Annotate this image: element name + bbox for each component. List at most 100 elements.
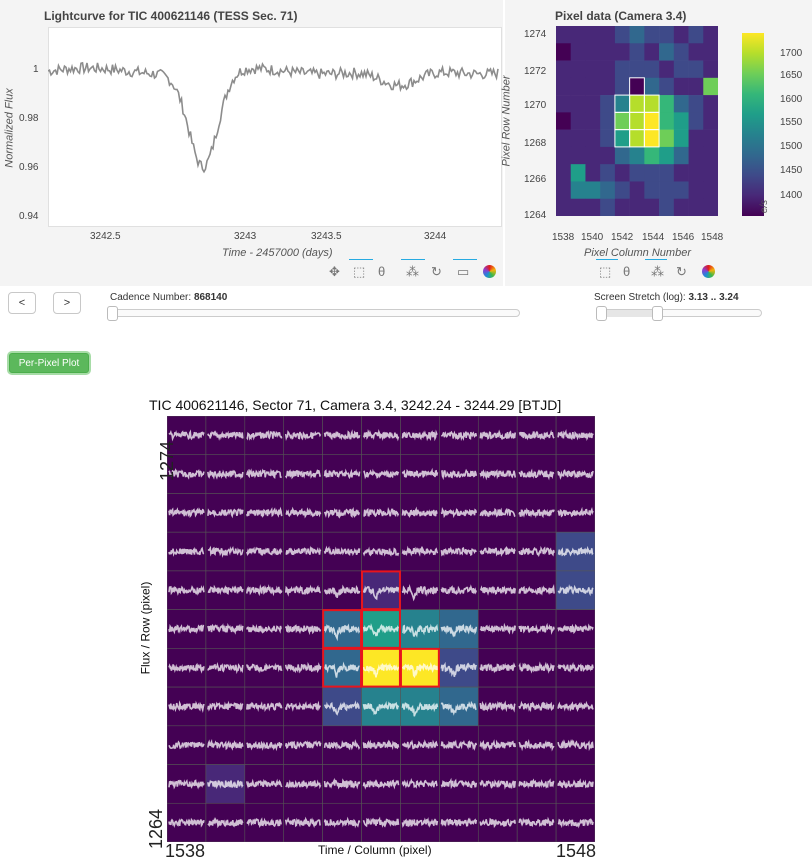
- heatmap-pixel[interactable]: [673, 95, 689, 113]
- heatmap-pixel[interactable]: [585, 164, 601, 182]
- heatmap-pixel[interactable]: [570, 26, 586, 44]
- heatmap-pixel[interactable]: [644, 112, 660, 130]
- heatmap-pixel[interactable]: [673, 43, 689, 61]
- cadence-slider[interactable]: [108, 309, 520, 317]
- cadence-slider-handle[interactable]: [107, 306, 118, 321]
- heatmap-pixel[interactable]: [703, 129, 718, 148]
- heatmap-pixel[interactable]: [644, 60, 660, 79]
- heatmap-pixel[interactable]: [556, 95, 572, 113]
- heatmap-pixel[interactable]: [614, 164, 630, 182]
- heatmap-pixel[interactable]: [673, 60, 689, 79]
- heatmap-pixel[interactable]: [585, 146, 601, 165]
- heatmap-pixel[interactable]: [703, 77, 718, 96]
- reset-icon[interactable]: ↻: [676, 264, 687, 279]
- heatmap-pixel[interactable]: [659, 146, 675, 165]
- heatmap-pixel[interactable]: [688, 26, 704, 44]
- heatmap-pixel[interactable]: [688, 198, 704, 216]
- heatmap-pixel[interactable]: [585, 198, 601, 216]
- heatmap-pixel[interactable]: [629, 112, 645, 130]
- heatmap-pixel[interactable]: [600, 146, 616, 165]
- box-zoom-icon[interactable]: ⬚: [353, 264, 366, 279]
- heatmap-pixel[interactable]: [673, 146, 689, 165]
- heatmap-pixel[interactable]: [673, 112, 689, 130]
- heatmap-pixel[interactable]: [688, 60, 704, 79]
- heatmap-pixel[interactable]: [585, 77, 601, 96]
- heatmap-pixel[interactable]: [570, 77, 586, 96]
- heatmap-pixel[interactable]: [570, 198, 586, 216]
- heatmap-pixel[interactable]: [600, 95, 616, 113]
- stretch-slider-low-handle[interactable]: [596, 306, 607, 321]
- heatmap-pixel[interactable]: [614, 43, 630, 61]
- pixel-heatmap[interactable]: [556, 26, 718, 216]
- heatmap-pixel[interactable]: [614, 60, 630, 79]
- heatmap-pixel[interactable]: [600, 198, 616, 216]
- heatmap-pixel[interactable]: [570, 129, 586, 148]
- heatmap-pixel[interactable]: [629, 95, 645, 113]
- heatmap-pixel[interactable]: [659, 60, 675, 79]
- heatmap-pixel[interactable]: [659, 43, 675, 61]
- heatmap-pixel[interactable]: [570, 95, 586, 113]
- heatmap-pixel[interactable]: [673, 77, 689, 96]
- heatmap-pixel[interactable]: [585, 26, 601, 44]
- heatmap-pixel[interactable]: [703, 95, 718, 113]
- reset-icon[interactable]: ↻: [431, 264, 442, 279]
- heatmap-pixel[interactable]: [644, 164, 660, 182]
- wheel-zoom-icon[interactable]: θ: [623, 264, 631, 279]
- heatmap-pixel[interactable]: [644, 26, 660, 44]
- heatmap-pixel[interactable]: [556, 181, 572, 200]
- heatmap-pixel[interactable]: [703, 146, 718, 165]
- heatmap-pixel[interactable]: [614, 198, 630, 216]
- heatmap-pixel[interactable]: [659, 181, 675, 200]
- heatmap-pixel[interactable]: [688, 164, 704, 182]
- heatmap-pixel[interactable]: [585, 112, 601, 130]
- heatmap-pixel[interactable]: [644, 43, 660, 61]
- heatmap-pixel[interactable]: [644, 77, 660, 96]
- heatmap-pixel[interactable]: [673, 26, 689, 44]
- heatmap-pixel[interactable]: [600, 129, 616, 148]
- wheel-zoom-icon[interactable]: θ: [378, 264, 386, 279]
- heatmap-pixel[interactable]: [629, 181, 645, 200]
- hover-icon[interactable]: ▭: [457, 264, 470, 279]
- heatmap-pixel[interactable]: [644, 146, 660, 165]
- heatmap-pixel[interactable]: [629, 26, 645, 44]
- heatmap-pixel[interactable]: [556, 129, 572, 148]
- heatmap-pixel[interactable]: [659, 77, 675, 96]
- heatmap-pixel[interactable]: [629, 164, 645, 182]
- heatmap-pixel[interactable]: [600, 43, 616, 61]
- heatmap-pixel[interactable]: [703, 112, 718, 130]
- heatmap-pixel[interactable]: [688, 146, 704, 165]
- heatmap-pixel[interactable]: [570, 43, 586, 61]
- heatmap-pixel[interactable]: [556, 60, 572, 79]
- heatmap-pixel[interactable]: [556, 112, 572, 130]
- heatmap-pixel[interactable]: [585, 129, 601, 148]
- heatmap-pixel[interactable]: [629, 43, 645, 61]
- heatmap-pixel[interactable]: [644, 129, 660, 148]
- tap-icon[interactable]: ⁂: [406, 264, 419, 279]
- heatmap-pixel[interactable]: [585, 60, 601, 79]
- heatmap-pixel[interactable]: [673, 181, 689, 200]
- heatmap-pixel[interactable]: [644, 181, 660, 200]
- heatmap-pixel[interactable]: [673, 164, 689, 182]
- heatmap-pixel[interactable]: [703, 164, 718, 182]
- heatmap-pixel[interactable]: [614, 181, 630, 200]
- heatmap-pixel[interactable]: [556, 26, 572, 44]
- heatmap-pixel[interactable]: [585, 43, 601, 61]
- heatmap-pixel[interactable]: [585, 181, 601, 200]
- heatmap-pixel[interactable]: [556, 164, 572, 182]
- stretch-slider-high-handle[interactable]: [652, 306, 663, 321]
- heatmap-pixel[interactable]: [688, 181, 704, 200]
- heatmap-pixel[interactable]: [644, 95, 660, 113]
- prev-cadence-button[interactable]: <: [8, 292, 36, 314]
- heatmap-pixel[interactable]: [600, 112, 616, 130]
- heatmap-pixel[interactable]: [570, 60, 586, 79]
- heatmap-pixel[interactable]: [688, 129, 704, 148]
- heatmap-pixel[interactable]: [703, 60, 718, 79]
- heatmap-pixel[interactable]: [600, 77, 616, 96]
- heatmap-pixel[interactable]: [688, 95, 704, 113]
- heatmap-pixel[interactable]: [614, 112, 630, 130]
- heatmap-pixel[interactable]: [629, 129, 645, 148]
- heatmap-pixel[interactable]: [703, 198, 718, 216]
- heatmap-pixel[interactable]: [703, 181, 718, 200]
- heatmap-pixel[interactable]: [659, 164, 675, 182]
- heatmap-pixel[interactable]: [629, 77, 645, 96]
